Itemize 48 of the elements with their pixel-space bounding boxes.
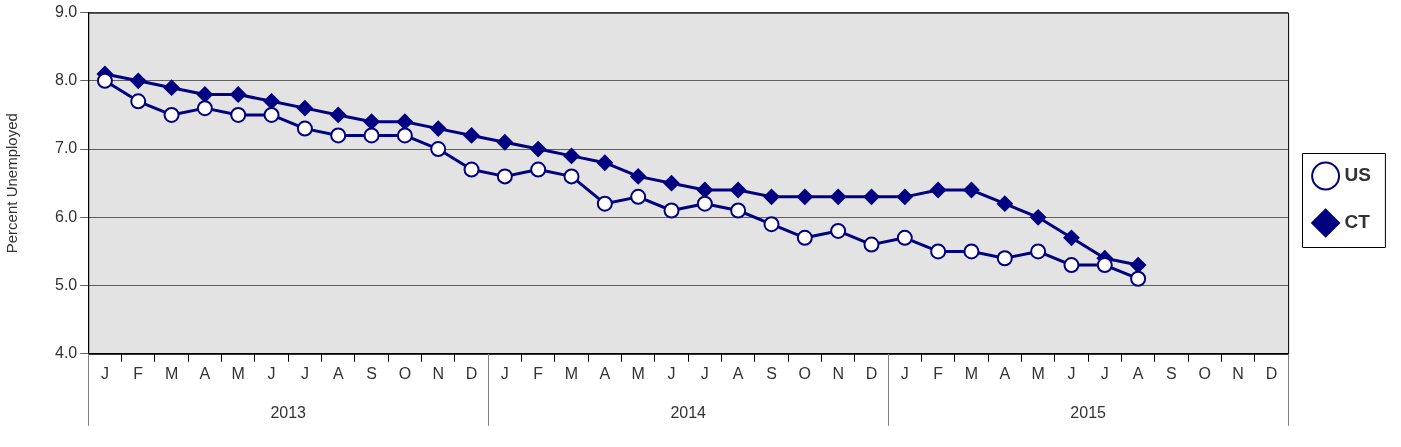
x-tick-label: J	[100, 364, 109, 382]
x-tick-label: J	[267, 364, 276, 382]
legend-label: US	[1344, 164, 1372, 186]
x-tick-label: N	[1232, 364, 1244, 382]
x-tick-label: S	[366, 364, 377, 382]
x-tick-label: O	[1198, 364, 1212, 382]
x-tick-label: M	[964, 364, 979, 382]
y-tick-label: 6.0	[54, 207, 78, 225]
x-tick-label: M	[231, 364, 245, 382]
x-tick-label: S	[766, 364, 777, 382]
x-tick-label: J	[700, 364, 709, 382]
x-tick-label: N	[432, 364, 444, 382]
x-tick-label: A	[599, 364, 611, 382]
x-tick-label: O	[398, 364, 412, 382]
x-tick-label: A	[999, 364, 1011, 382]
y-tick-label: 7.0	[54, 139, 78, 157]
x-tick-label: J	[667, 364, 676, 382]
x-tick-label: A	[1132, 364, 1144, 382]
x-tick-label: J	[1067, 364, 1076, 382]
x-tick-label: J	[1100, 364, 1109, 382]
x-tick-label: J	[500, 364, 509, 382]
y-axis-title: Percent Unemployed	[3, 113, 21, 254]
text: 2014	[670, 404, 707, 422]
y-tick-label: 4.0	[54, 344, 78, 362]
text: 2013	[270, 404, 307, 422]
x-tick-label: F	[533, 364, 544, 382]
x-tick-label: D	[865, 364, 878, 382]
x-tick-label: F	[933, 364, 944, 382]
x-tick-label: A	[199, 364, 211, 382]
y-tick-label: 9.0	[54, 3, 78, 21]
x-tick-label: N	[832, 364, 844, 382]
x-tick-label: M	[564, 364, 579, 382]
x-tick-label: J	[900, 364, 909, 382]
x-tick-label: D	[1265, 364, 1278, 382]
x-tick-label: M	[631, 364, 645, 382]
x-tick-label: M	[1031, 364, 1045, 382]
x-tick-label: J	[300, 364, 309, 382]
x-tick-label: D	[465, 364, 478, 382]
x-tick-label: M	[164, 364, 179, 382]
x-tick-label: S	[1166, 364, 1177, 382]
legend-label: CT	[1344, 211, 1371, 233]
x-tick-label: A	[732, 364, 744, 382]
text: 2015	[1070, 404, 1107, 422]
y-tick-label: 8.0	[54, 71, 78, 89]
x-tick-label: F	[133, 364, 144, 382]
x-tick-label: A	[332, 364, 344, 382]
x-tick-label: O	[798, 364, 812, 382]
y-tick-label: 5.0	[54, 275, 78, 293]
